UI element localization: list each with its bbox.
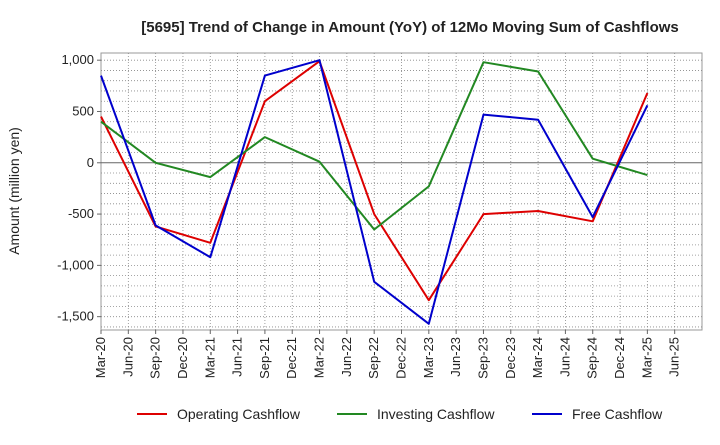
x-tick-label: Dec-21 xyxy=(284,337,299,379)
series-line-investing-cashflow xyxy=(100,61,648,231)
y-tick-label: -1,000 xyxy=(57,257,94,272)
grid-lines xyxy=(101,53,702,330)
x-tick-label: Mar-20 xyxy=(93,337,108,378)
x-tick-label: Jun-24 xyxy=(557,337,572,377)
legend-label-free-cashflow: Free Cashflow xyxy=(572,406,663,422)
x-tick-label: Sep-24 xyxy=(585,337,600,379)
x-tick-label: Jun-20 xyxy=(120,337,135,377)
y-tick-label: -1,500 xyxy=(57,309,94,324)
x-tick-label: Mar-21 xyxy=(202,337,217,378)
x-tick-label: Jun-25 xyxy=(667,337,682,377)
x-tick-label: Jun-21 xyxy=(230,337,245,377)
chart-title: [5695] Trend of Change in Amount (YoY) o… xyxy=(141,19,679,36)
x-tick-label: Dec-22 xyxy=(394,337,409,379)
y-tick-label: 500 xyxy=(72,103,94,118)
x-tick-label: Dec-23 xyxy=(503,337,518,379)
legend-label-investing-cashflow: Investing Cashflow xyxy=(377,406,495,422)
y-tick-label: 0 xyxy=(87,155,94,170)
x-tick-label: Mar-22 xyxy=(312,337,327,378)
series-line-operating-cashflow xyxy=(100,60,649,302)
x-tick-label: Mar-25 xyxy=(639,337,654,378)
y-tick-label: 1,000 xyxy=(61,52,94,67)
x-tick-label: Mar-24 xyxy=(530,337,545,378)
x-tick-label: Sep-22 xyxy=(366,337,381,379)
x-tick-label: Sep-23 xyxy=(475,337,490,379)
legend: Operating Cashflow Investing Cashflow Free… xyxy=(137,406,663,422)
x-tick-label: Sep-21 xyxy=(257,337,272,379)
x-tick-label: Jun-23 xyxy=(448,337,463,377)
legend-label-operating-cashflow: Operating Cashflow xyxy=(177,406,301,422)
y-axis-label: Amount (million yen) xyxy=(6,127,22,255)
x-tick-label: Jun-22 xyxy=(339,337,354,377)
x-tick-label: Mar-23 xyxy=(421,337,436,378)
x-axis-ticks: Mar-20 Jun-20 Sep-20 Dec-20 Mar-21 Jun-21 Sep-… xyxy=(93,330,682,379)
y-tick-label: -500 xyxy=(68,206,94,221)
x-tick-label: Dec-24 xyxy=(612,337,627,379)
series-line-free-cashflow xyxy=(100,59,649,325)
y-axis-ticks: 1,000 500 0 -500 -1,000 -1,500 xyxy=(57,52,101,324)
x-tick-label: Dec-20 xyxy=(175,337,190,379)
x-tick-label: Sep-20 xyxy=(148,337,163,379)
series-lines xyxy=(100,59,649,325)
